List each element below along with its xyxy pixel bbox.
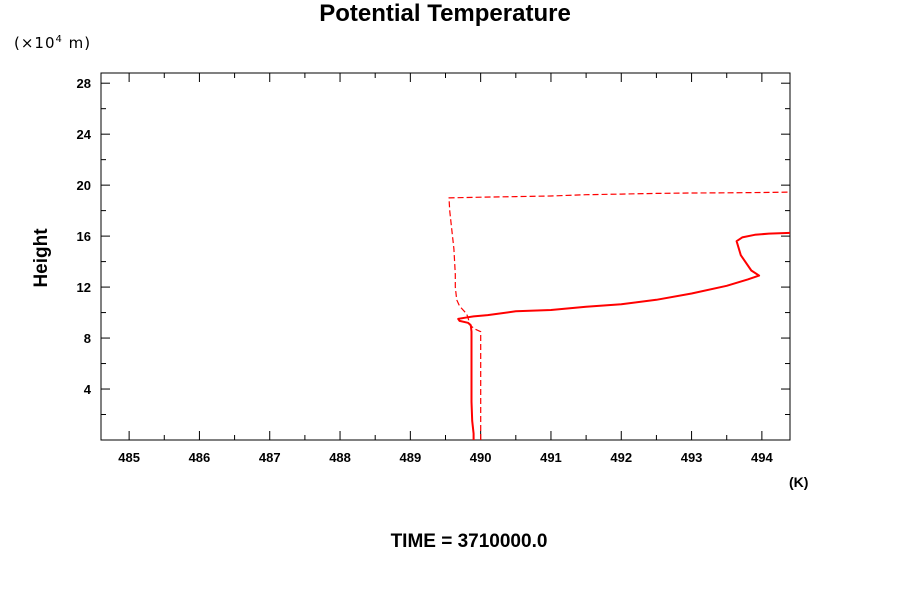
x-tick-label: 485 <box>118 450 140 465</box>
x-tick-label: 488 <box>329 450 351 465</box>
y-tick-label: 24 <box>77 127 92 142</box>
x-tick-label: 489 <box>399 450 421 465</box>
y-tick-label: 12 <box>77 280 91 295</box>
x-tick-label: 490 <box>470 450 492 465</box>
y-unit-close: m) <box>62 34 92 52</box>
y-tick-label: 4 <box>84 382 92 397</box>
x-tick-label: 494 <box>751 450 773 465</box>
plot-frame <box>100 72 791 441</box>
chart-title: Potential Temperature <box>319 0 571 27</box>
series-line-dashed <box>448 191 791 440</box>
x-tick-label: 487 <box>259 450 281 465</box>
y-axis-unit: (×104 m) <box>14 34 91 52</box>
series-line-solid <box>457 231 791 440</box>
x-tick-label: 492 <box>610 450 632 465</box>
time-label: TIME = 3710000.0 <box>390 531 548 552</box>
x-tick-label: 486 <box>189 450 211 465</box>
y-tick-label: 8 <box>84 331 91 346</box>
y-unit-exponent: 4 <box>55 34 63 45</box>
y-tick-label: 20 <box>77 178 91 193</box>
x-axis-unit: (K) <box>789 474 809 490</box>
x-tick-label: 491 <box>540 450 562 465</box>
y-unit-open: (×10 <box>14 34 56 52</box>
y-tick-label: 16 <box>77 229 91 244</box>
y-tick-label: 28 <box>77 76 91 91</box>
x-tick-label: 493 <box>681 450 703 465</box>
